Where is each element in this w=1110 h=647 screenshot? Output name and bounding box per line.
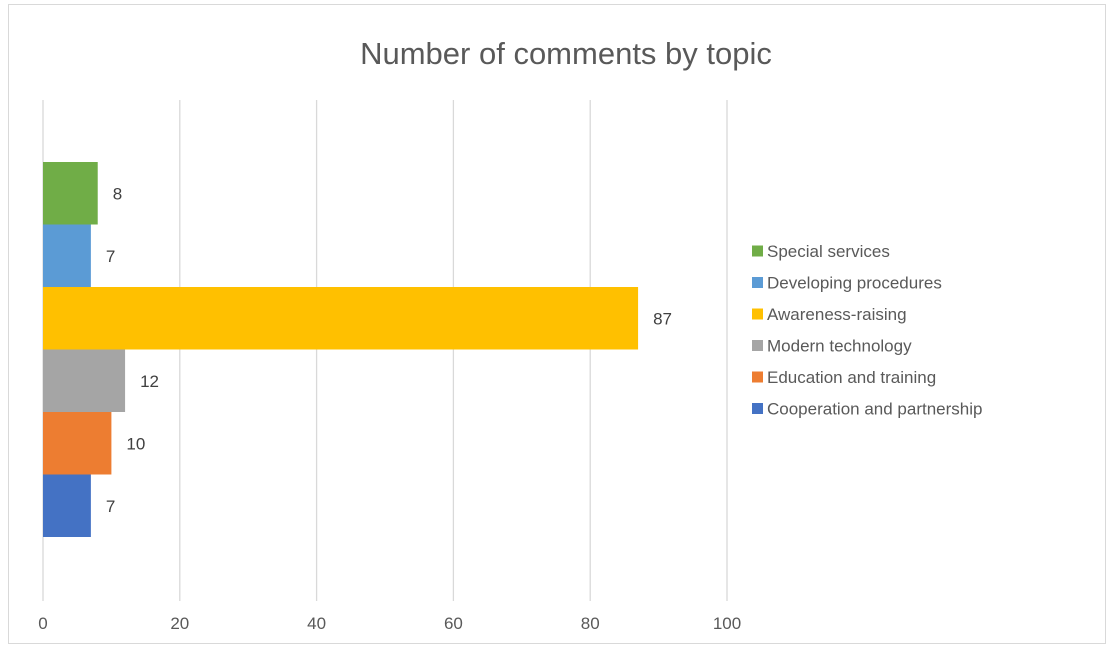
x-tick-label: 80	[581, 614, 600, 633]
legend-item-modern-technology: Modern technology	[752, 337, 912, 356]
legend-item-education-and-training: Education and training	[752, 368, 936, 387]
data-label-developing-procedures: 7	[106, 247, 115, 266]
legend-swatch-cooperation-and-partnership	[752, 403, 763, 414]
legend-swatch-developing-procedures	[752, 277, 763, 288]
grid-layer	[42, 100, 728, 601]
data-label-cooperation-and-partnership: 7	[106, 497, 115, 516]
legend-label-modern-technology: Modern technology	[767, 337, 912, 356]
legend-swatch-education-and-training	[752, 371, 763, 383]
bar-awareness-raising	[43, 287, 639, 350]
legend-swatch-special-services	[752, 245, 763, 257]
data-label-education-and-training: 10	[126, 434, 145, 453]
x-axis-ticks: 0 20 40 60 80 100	[38, 614, 741, 633]
data-label-special-services: 8	[113, 184, 122, 203]
x-tick-label: 20	[170, 614, 189, 633]
legend-item-cooperation-and-partnership: Cooperation and partnership	[752, 400, 982, 419]
legend-item-special-services: Special services	[752, 242, 890, 261]
bar-modern-technology	[43, 349, 126, 412]
legend-item-awareness-raising: Awareness-raising	[752, 305, 907, 324]
data-label-modern-technology: 12	[140, 372, 159, 391]
legend-label-awareness-raising: Awareness-raising	[767, 305, 907, 324]
legend-item-developing-procedures: Developing procedures	[752, 274, 942, 293]
legend: Special services Developing procedures Awa…	[752, 242, 982, 419]
legend-swatch-modern-technology	[752, 340, 763, 351]
bar-developing-procedures	[43, 224, 91, 287]
bar-special-services	[43, 162, 98, 225]
bar-cooperation-and-partnership	[43, 474, 91, 537]
legend-label-developing-procedures: Developing procedures	[767, 274, 942, 293]
legend-label-cooperation-and-partnership: Cooperation and partnership	[767, 400, 982, 419]
legend-label-education-and-training: Education and training	[767, 368, 936, 387]
bar-education-and-training	[43, 412, 112, 475]
x-tick-label: 0	[38, 614, 47, 633]
x-tick-label: 40	[307, 614, 326, 633]
x-tick-label: 60	[444, 614, 463, 633]
data-label-awareness-raising: 87	[653, 309, 672, 328]
chart-title: Number of comments by topic	[360, 36, 772, 71]
legend-swatch-awareness-raising	[752, 308, 763, 320]
legend-label-special-services: Special services	[767, 242, 890, 261]
bars-layer	[43, 162, 639, 537]
x-tick-label: 100	[713, 614, 741, 633]
